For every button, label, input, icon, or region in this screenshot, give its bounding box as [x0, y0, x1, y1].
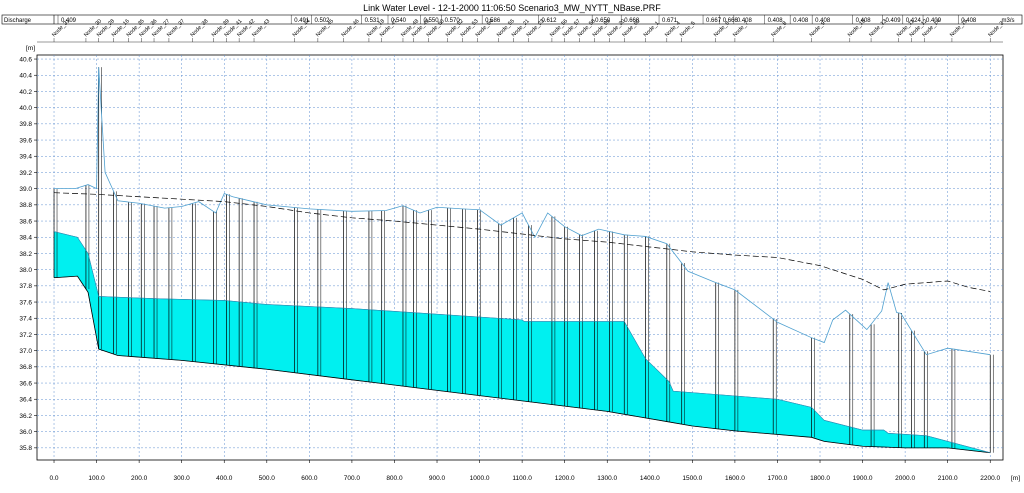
discharge-value: 0.586 — [485, 18, 501, 24]
profile-lines — [53, 67, 991, 454]
axes: 35.8 36.0 36.2 36.4 36.6 36.8 37.0 37.2 37.4 37.6… — [19, 45, 1020, 482]
x-tick-label: 800.0 — [386, 475, 403, 482]
x-tick-label: 300.0 — [174, 475, 191, 482]
x-tick-label: 1600.0 — [725, 475, 745, 482]
energy-line — [54, 192, 991, 292]
water-level-line — [53, 231, 991, 453]
discharge-value: 0.550 — [424, 18, 440, 24]
y-tick-label: 39.2 — [19, 170, 32, 177]
discharge-value: 0.409 — [886, 18, 902, 24]
x-tick-label: 1800.0 — [810, 475, 830, 482]
x-tick-label: 900.0 — [429, 475, 446, 482]
y-tick-label: 36.0 — [19, 429, 32, 436]
x-tick-label: 1500.0 — [682, 475, 702, 482]
discharge-value: 0.491 — [294, 18, 310, 24]
x-tick-label: 1200.0 — [555, 475, 575, 482]
x-tick-label: 1100.0 — [512, 475, 532, 482]
x-tick-label: 1000.0 — [470, 475, 490, 482]
y-tick-label: 39.4 — [19, 154, 32, 161]
discharge-value: 0.424 — [906, 18, 922, 24]
discharge-value: 0.408 — [737, 18, 753, 24]
discharge-value: 0.667 — [706, 18, 722, 24]
x-tick-label: 400.0 — [216, 475, 233, 482]
discharge-value: 0.668 — [624, 18, 640, 24]
bottom-level-line — [53, 275, 991, 454]
y-tick-label: 37.2 — [19, 332, 32, 339]
x-tick-label: 2200.0 — [980, 475, 1000, 482]
y-tick-label: 35.8 — [19, 445, 32, 452]
discharge-unit: m3/s — [1001, 18, 1014, 24]
y-tick-label: 39.6 — [19, 137, 32, 144]
discharge-value: 0.650 — [595, 18, 611, 24]
discharge-label: Discharge — [4, 18, 32, 24]
discharge-value: 0.409 — [61, 18, 77, 24]
x-tick-label: 500.0 — [259, 475, 276, 482]
discharge-value: 0.666 — [723, 18, 739, 24]
discharge-value: 0.671 — [662, 18, 678, 24]
y-axis-label: [m] — [26, 45, 35, 52]
chart-title: Link Water Level - 12-1-2000 11:06:50 Sc… — [363, 3, 661, 13]
y-tick-label: 36.6 — [19, 380, 32, 387]
discharge-value: 0.408 — [961, 18, 977, 24]
x-axis-label: [m] — [1011, 475, 1020, 482]
y-tick-label: 38.4 — [19, 235, 32, 242]
y-tick-label: 36.4 — [19, 397, 32, 404]
y-tick-label: 39.8 — [19, 121, 32, 128]
x-tick-label: 600.0 — [301, 475, 318, 482]
y-tick-label: 40.6 — [19, 56, 32, 63]
x-tick-label: 1900.0 — [853, 475, 873, 482]
discharge-value: 0.408 — [815, 18, 831, 24]
x-tick-label: 1400.0 — [640, 475, 660, 482]
y-tick-label: 37.6 — [19, 299, 32, 306]
y-tick-label: 36.2 — [19, 413, 32, 420]
y-tick-label: 38.6 — [19, 218, 32, 225]
x-tick-label: 2100.0 — [938, 475, 958, 482]
x-tick-label: 0.0 — [49, 475, 58, 482]
plot-frame — [36, 54, 1004, 461]
x-tick-label: 2000.0 — [895, 475, 915, 482]
y-tick-label: 38.0 — [19, 267, 32, 274]
y-tick-label: 36.8 — [19, 364, 32, 371]
discharge-band: Discharge 0.409 0.491 0.502 0.531 0.540 0.550 0… — [1, 14, 1023, 25]
y-tick-label: 40.4 — [19, 73, 32, 80]
y-tick-label: 38.2 — [19, 251, 32, 258]
y-tick-label: 38.8 — [19, 202, 32, 209]
discharge-value: 0.570 — [445, 18, 461, 24]
discharge-value: 0.408 — [856, 18, 872, 24]
discharge-value: 0.408 — [793, 18, 809, 24]
discharge-value: 0.408 — [768, 18, 784, 24]
ground-level-line — [54, 67, 991, 356]
discharge-value: 0.612 — [541, 18, 557, 24]
y-tick-label: 37.4 — [19, 316, 32, 323]
discharge-value: 0.409 — [926, 18, 942, 24]
y-tick-label: 40.2 — [19, 89, 32, 96]
x-tick-label: 100.0 — [88, 475, 105, 482]
discharge-value: 0.540 — [391, 18, 407, 24]
x-tick-label: 200.0 — [131, 475, 148, 482]
y-tick-label: 37.0 — [19, 348, 32, 355]
discharge-value: 0.531 — [365, 18, 381, 24]
x-tick-label: 1700.0 — [768, 475, 788, 482]
x-tick-label: 700.0 — [344, 475, 361, 482]
discharge-value: 0.502 — [314, 18, 330, 24]
discharge-band-frame — [1, 14, 1023, 25]
y-tick-label: 37.8 — [19, 283, 32, 290]
y-tick-label: 40.0 — [19, 105, 32, 112]
y-tick-label: 39.0 — [19, 186, 32, 193]
x-tick-label: 1300.0 — [597, 475, 617, 482]
